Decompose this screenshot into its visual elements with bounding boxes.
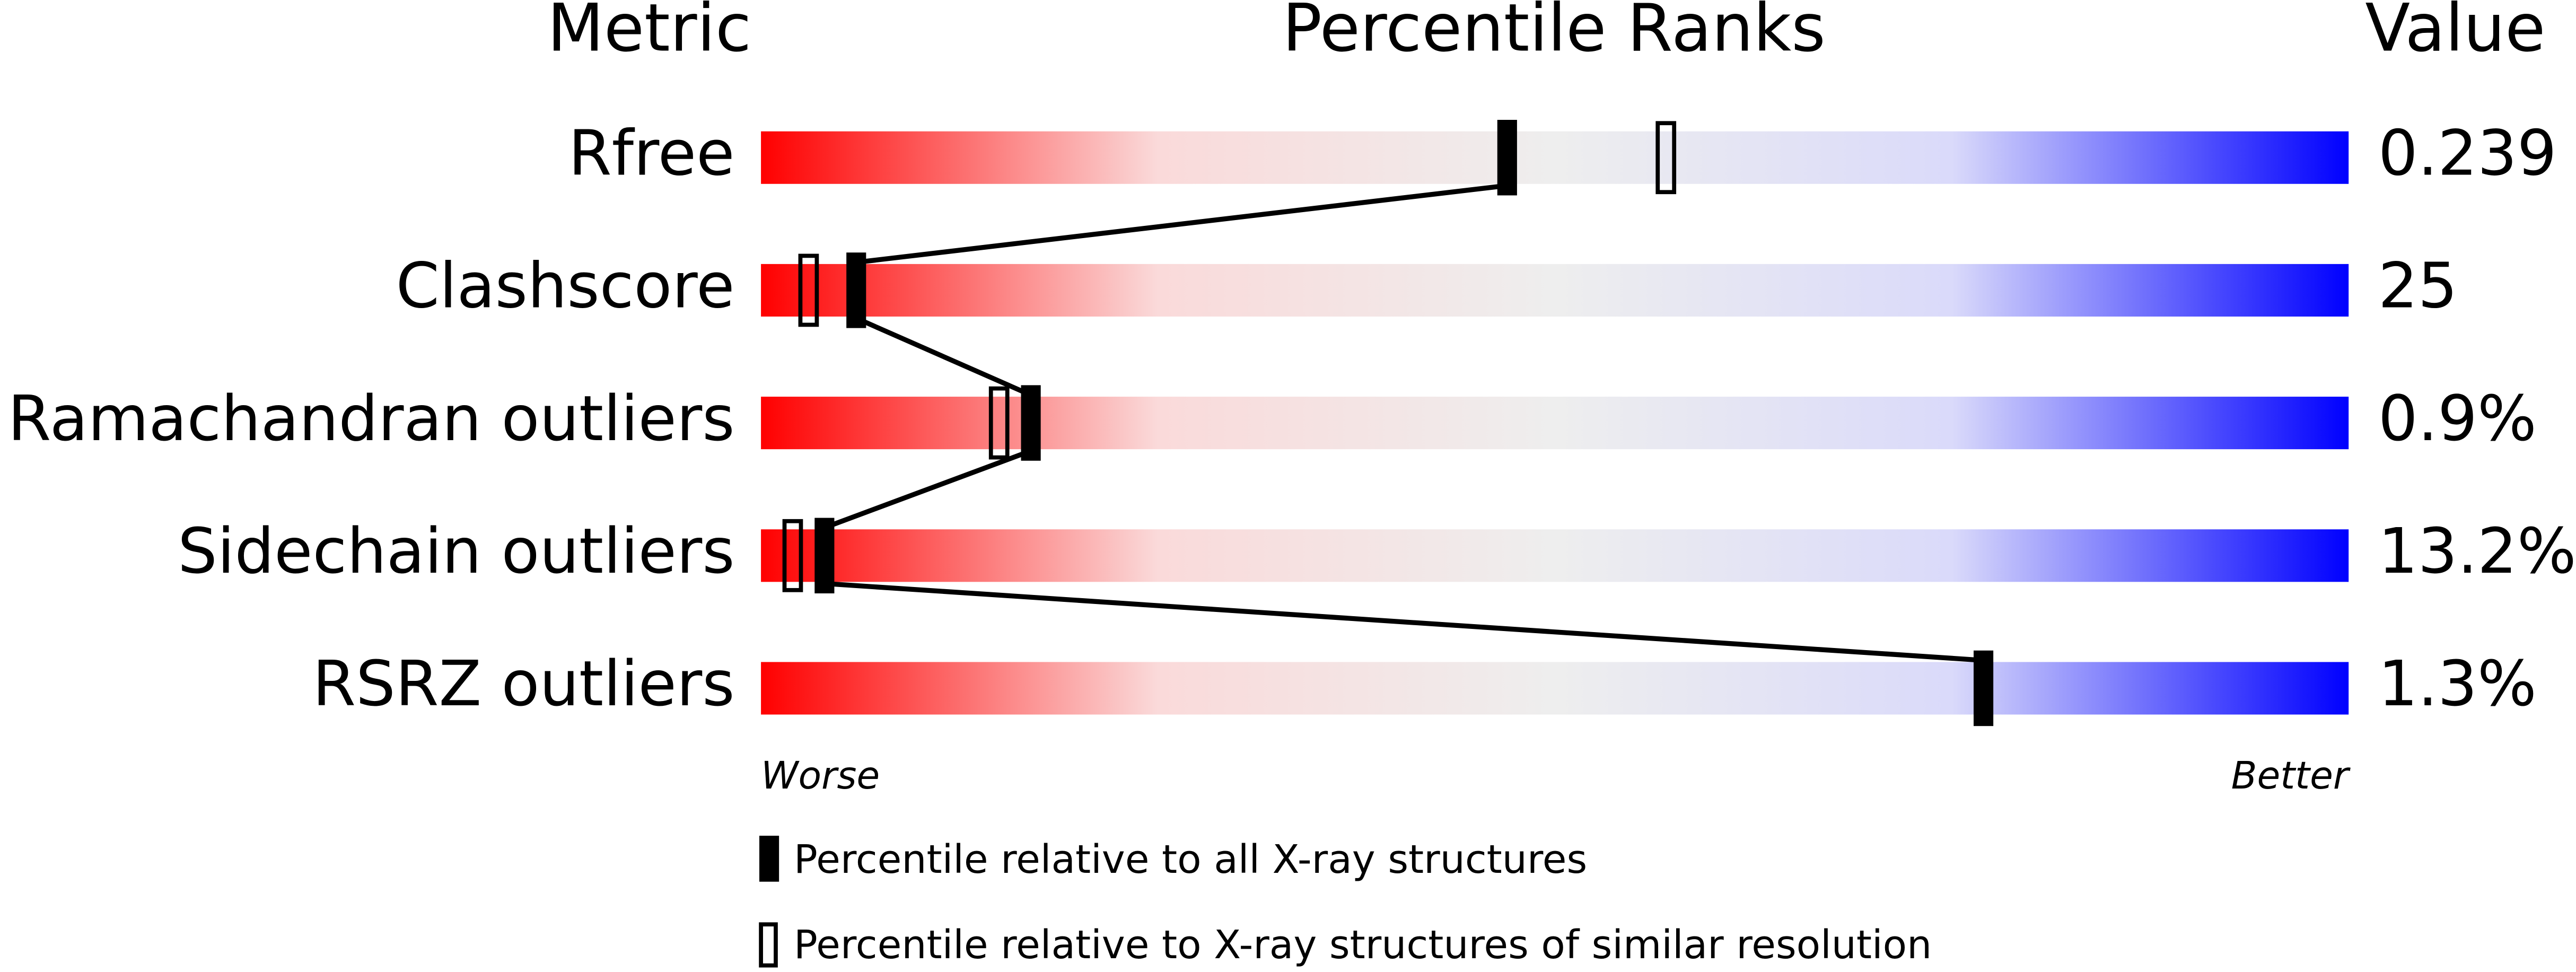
legend-label: Percentile relative to all X-ray structu…: [794, 836, 1587, 882]
metric-label: Clashscore: [396, 250, 735, 322]
legend-swatch: [759, 922, 778, 968]
metric-label: Rfree: [568, 117, 735, 189]
rank-bar: [761, 397, 2349, 450]
rank-bar: [761, 264, 2349, 317]
rank-bar: [761, 662, 2349, 715]
metric-label: Ramachandran outliers: [8, 382, 735, 455]
legend-label: Percentile relative to X-ray structures …: [794, 922, 1932, 968]
marker-all: [1021, 385, 1041, 461]
marker-similar: [782, 519, 803, 592]
header-metric: Metric: [547, 0, 751, 67]
rank-bar: [761, 131, 2349, 184]
axis-label-low: Worse: [761, 754, 880, 798]
rank-bar: [761, 529, 2349, 582]
header-value: Value: [2365, 0, 2545, 67]
connector-line: [856, 183, 1508, 265]
marker-similar: [988, 386, 1010, 460]
metric-value: 1.3%: [2378, 647, 2537, 720]
connector-line: [855, 316, 1032, 398]
marker-all: [1973, 650, 1994, 726]
marker-all: [814, 518, 835, 593]
connector-line: [823, 448, 1032, 530]
marker-all: [1497, 120, 1517, 196]
axis-label-high: Better: [2231, 754, 2351, 798]
marker-similar: [798, 253, 819, 327]
metric-value: 13.2%: [2378, 515, 2576, 588]
metric-label: Sidechain outliers: [178, 515, 734, 588]
marker-similar: [1655, 121, 1677, 195]
metric-value: 0.239: [2378, 117, 2557, 189]
marker-all: [846, 252, 866, 328]
header-ranks: Percentile Ranks: [1282, 0, 1825, 67]
metric-value: 25: [2378, 250, 2458, 322]
metric-value: 0.9%: [2378, 382, 2537, 455]
metric-label: RSRZ outliers: [312, 647, 734, 720]
connector-line: [824, 581, 1984, 663]
legend-swatch: [759, 836, 779, 882]
